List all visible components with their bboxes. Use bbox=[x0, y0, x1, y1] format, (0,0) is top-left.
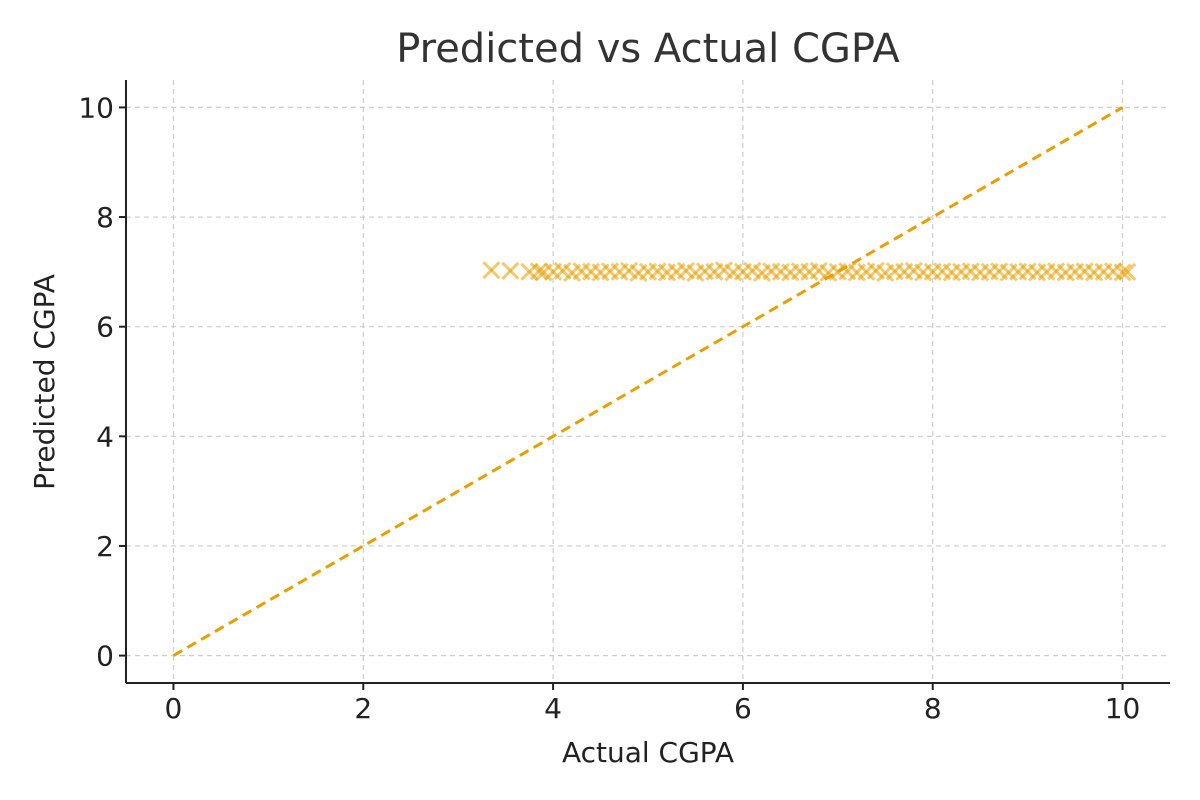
x-axis-label: Actual CGPA bbox=[562, 736, 734, 769]
y-tick-label: 4 bbox=[96, 420, 114, 453]
x-tick-label: 4 bbox=[544, 692, 562, 725]
y-tick-label: 2 bbox=[96, 530, 114, 563]
x-tick-label: 2 bbox=[354, 692, 372, 725]
reference-line bbox=[172, 106, 1124, 657]
y-tick-label: 6 bbox=[96, 311, 114, 344]
y-tick-label: 10 bbox=[78, 91, 114, 124]
x-tick-label: 10 bbox=[1105, 692, 1141, 725]
grid bbox=[126, 80, 1170, 683]
data-point bbox=[501, 261, 520, 280]
reference-line-layer bbox=[172, 106, 1124, 657]
x-tick-label: 0 bbox=[165, 692, 183, 725]
y-tick-label: 8 bbox=[96, 201, 114, 234]
data-point bbox=[1118, 262, 1137, 281]
chart-title: Predicted vs Actual CGPA bbox=[396, 26, 900, 72]
y-axis-label: Predicted CGPA bbox=[28, 274, 61, 490]
axes: 0 2 4 6 8 10 0 2 4 6 8 10 bbox=[78, 80, 1170, 725]
data-point bbox=[1113, 263, 1132, 282]
x-tick-label: 6 bbox=[734, 692, 752, 725]
data-point bbox=[482, 261, 501, 280]
x-tick-label: 8 bbox=[924, 692, 942, 725]
data-point bbox=[529, 262, 548, 281]
points-layer bbox=[482, 261, 1137, 283]
y-tick-label: 0 bbox=[96, 640, 114, 673]
